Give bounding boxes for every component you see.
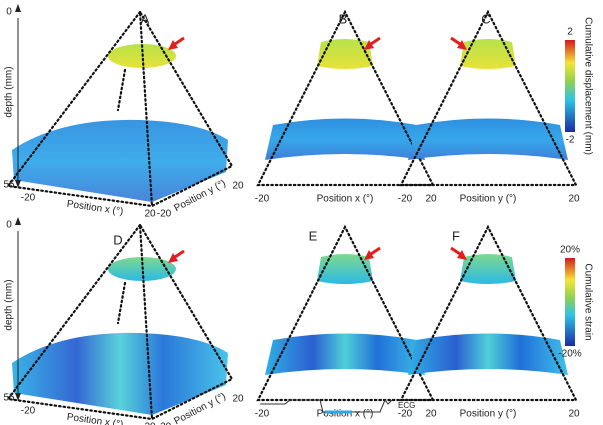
red-arrow xyxy=(450,36,467,50)
top-slice xyxy=(317,39,373,69)
colorbar-max: 20% xyxy=(560,245,580,256)
colorbar xyxy=(565,258,575,346)
x-tick-label: -20 xyxy=(398,194,413,205)
depth-label: depth (mm) xyxy=(4,66,15,117)
arrow-head xyxy=(364,250,374,260)
depth-tick-label: 0 xyxy=(6,220,12,231)
colorbar-min: -2 xyxy=(566,135,575,146)
x-axis-label: Position x (°) xyxy=(66,199,124,218)
arrow-head xyxy=(168,253,178,263)
x-axis-label: Position x (°) xyxy=(317,409,374,420)
panel-label: F xyxy=(452,228,460,243)
top-slice xyxy=(317,254,373,284)
depth-tick-label: 0 xyxy=(6,7,12,18)
arrow-head xyxy=(457,40,467,50)
pyramid-frame xyxy=(5,223,234,421)
panel-label: B xyxy=(339,11,348,26)
colorbar-min: -20% xyxy=(558,349,581,360)
triangle-frame xyxy=(399,9,578,187)
triangle-frame xyxy=(256,224,435,402)
x-tick-label: 20 xyxy=(568,194,580,205)
bottom-slice xyxy=(12,119,228,202)
panel-label: D xyxy=(113,232,122,247)
y-tick-label: 20 xyxy=(232,394,244,405)
y-tick-label: -20 xyxy=(157,422,172,425)
red-arrow xyxy=(168,249,185,263)
x-tick-label: -20 xyxy=(21,406,36,417)
panel-label: C xyxy=(481,11,490,26)
depth-label: depth (mm) xyxy=(4,279,15,330)
triangle-frame xyxy=(256,9,435,187)
arrow-head xyxy=(168,40,178,50)
x-tick-label: -20 xyxy=(21,193,36,204)
ecg-trace xyxy=(260,399,393,413)
depth-arrow xyxy=(15,180,21,188)
x-axis-label: Position x (°) xyxy=(317,194,374,205)
y-tick-label: 20 xyxy=(232,181,244,192)
red-arrow xyxy=(364,246,381,260)
depth-arrow xyxy=(15,4,21,12)
colorbar xyxy=(565,40,575,132)
colorbar-title: Cumulative displacement (mm) xyxy=(582,17,593,155)
x-tick-label: 20 xyxy=(425,409,437,420)
ecg-label: ECG xyxy=(398,401,415,410)
top-slice xyxy=(460,254,516,284)
top-slice xyxy=(460,39,516,69)
x-tick-label: -20 xyxy=(398,409,413,420)
pyramid-frame xyxy=(116,68,127,112)
panel-label: E xyxy=(309,228,318,243)
pyramid-frame xyxy=(116,281,127,325)
bottom-slice xyxy=(265,118,425,160)
y-tick-label: -20 xyxy=(157,209,172,220)
depth-tick-label: 55 xyxy=(3,180,15,191)
colorbar-title: Cumulative strain xyxy=(582,263,593,340)
x-axis-label: Position y (°) xyxy=(460,409,517,420)
arrow-head xyxy=(457,250,467,260)
panel-label: A xyxy=(141,11,150,26)
x-axis-label: Position x (°) xyxy=(66,412,124,425)
colorbar-max: 2 xyxy=(567,27,573,38)
x-tick-label: 20 xyxy=(568,409,580,420)
x-tick-label: 20 xyxy=(144,209,156,220)
red-arrow xyxy=(168,36,185,50)
pyramid-frame xyxy=(5,10,234,208)
depth-tick-label: 55 xyxy=(3,393,15,404)
depth-arrow xyxy=(15,393,21,401)
x-tick-label: 20 xyxy=(144,422,156,425)
bottom-slice xyxy=(265,333,425,375)
bottom-slice xyxy=(408,333,568,375)
depth-arrow xyxy=(15,217,21,225)
x-tick-label: 20 xyxy=(425,194,437,205)
red-arrow xyxy=(450,246,467,260)
bottom-slice xyxy=(12,332,228,415)
bottom-slice xyxy=(408,118,568,160)
x-tick-label: -20 xyxy=(255,194,270,205)
red-arrow xyxy=(364,36,381,50)
arrow-head xyxy=(364,40,374,50)
triangle-frame xyxy=(399,224,578,402)
x-axis-label: Position y (°) xyxy=(460,194,517,205)
x-tick-label: -20 xyxy=(255,409,270,420)
